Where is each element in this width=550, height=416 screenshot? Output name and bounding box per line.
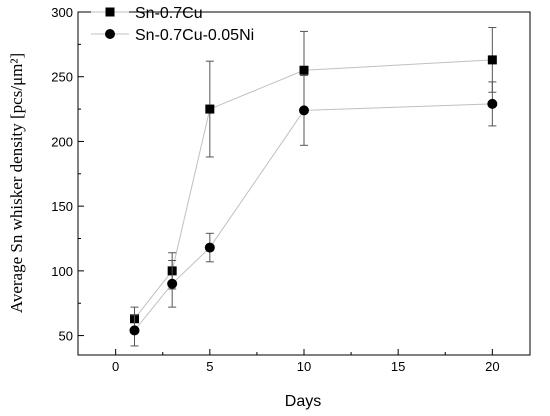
- y-axis-title: Average Sn whisker density [pcs/μm²]: [7, 53, 26, 313]
- legend-marker-0: [105, 7, 115, 17]
- legend-marker-1: [105, 29, 115, 39]
- legend-label-0: Sn-0.7Cu: [135, 5, 203, 22]
- x-tick-label-1: 5: [206, 359, 213, 374]
- x-tick-label-3: 15: [391, 359, 405, 374]
- x-tick-label-0: 0: [112, 359, 119, 374]
- data-point-1-0: [129, 325, 140, 336]
- x-tick-label-4: 20: [485, 359, 499, 374]
- y-tick-label-4: 250: [51, 70, 73, 85]
- data-point-1-1: [167, 278, 178, 289]
- series-line-1: [134, 103, 493, 331]
- data-point-0-4: [487, 55, 497, 65]
- data-point-0-2: [205, 104, 215, 114]
- x-axis-title: Days: [285, 393, 321, 410]
- series-1: [129, 74, 498, 347]
- legend-label-1: Sn-0.7Cu-0.05Ni: [135, 27, 254, 44]
- data-point-1-2: [204, 242, 215, 253]
- x-tick-label-2: 10: [297, 359, 311, 374]
- series-0: [130, 27, 497, 331]
- y-tick-label-0: 50: [59, 329, 73, 344]
- y-tick-label-5: 300: [51, 5, 73, 20]
- data-point-1-3: [299, 105, 309, 116]
- y-tick-label-1: 100: [51, 264, 73, 279]
- y-tick-label-3: 200: [51, 134, 73, 149]
- data-point-1-4: [487, 98, 498, 109]
- data-point-0-3: [299, 65, 309, 75]
- series-line-0: [134, 59, 493, 320]
- y-tick-label-2: 150: [51, 199, 73, 214]
- legend: Sn-0.7Cu Sn-0.7Cu-0.05Ni: [91, 5, 254, 44]
